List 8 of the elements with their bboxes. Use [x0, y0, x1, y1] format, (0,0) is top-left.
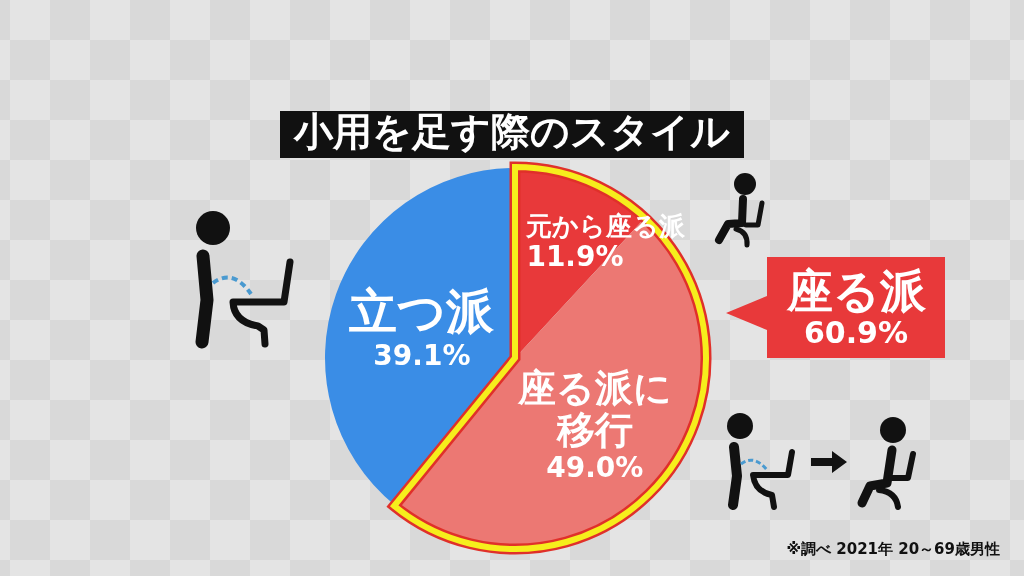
slice-label: 座る派に移行 — [516, 366, 672, 452]
data-label: 39.1% — [373, 339, 471, 373]
data-label: 49.0% — [546, 451, 644, 485]
data-label: 11.9% — [526, 239, 624, 273]
chart-title: 小用を足す際のスタイル — [293, 109, 730, 155]
slice-label: 立つ派 — [348, 282, 496, 339]
text: ※調べ 2021年 20～69歳男性 — [786, 539, 1000, 558]
text: 座る派 60.9% — [786, 263, 926, 350]
